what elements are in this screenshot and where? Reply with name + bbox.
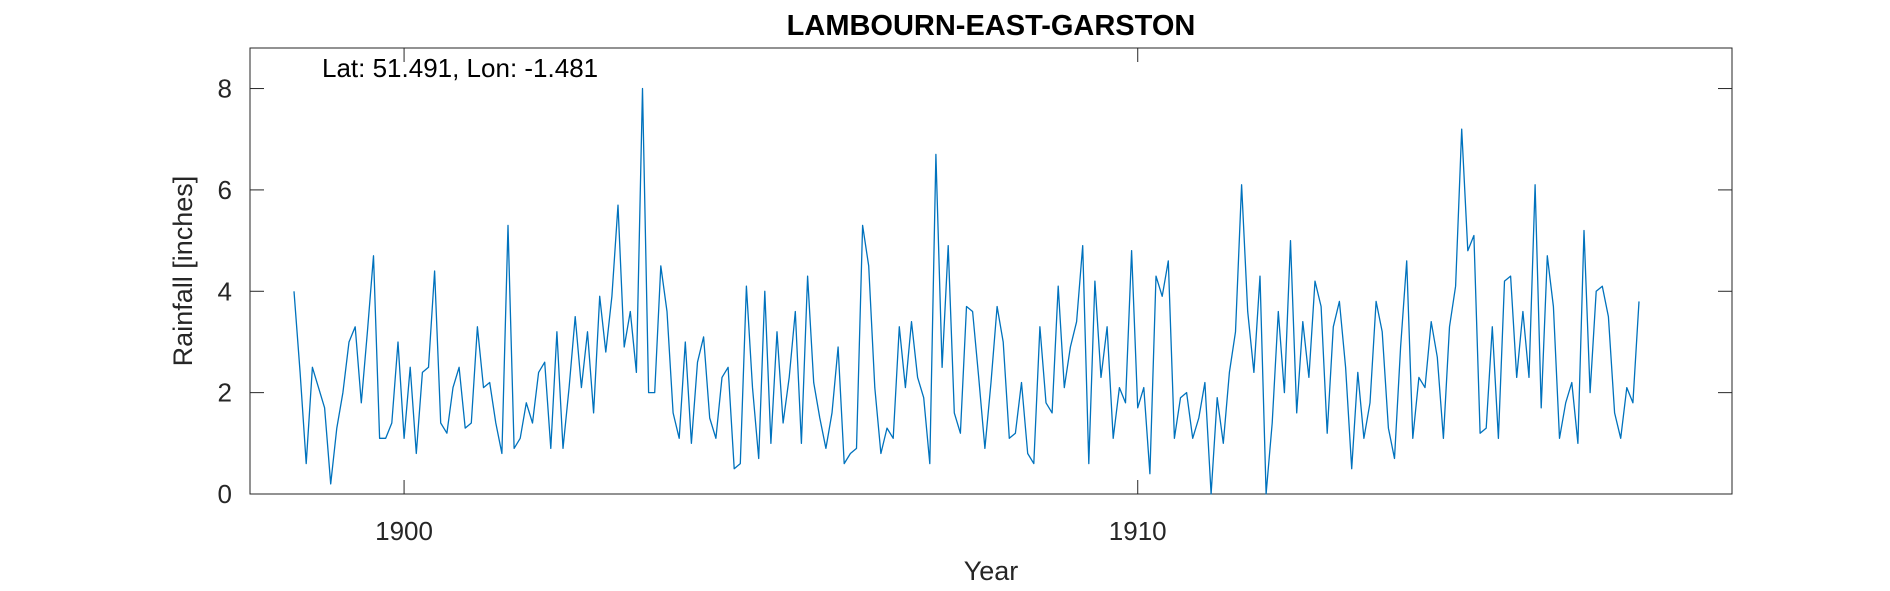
x-axis-label: Year (964, 556, 1019, 586)
location-annotation: Lat: 51.491, Lon: -1.481 (322, 53, 598, 83)
x-tick-label: 1900 (375, 516, 433, 546)
series-line (293, 87, 1640, 495)
y-tick-label: 0 (218, 479, 232, 509)
y-tick-label: 6 (218, 175, 232, 205)
y-tick-label: 2 (218, 378, 232, 408)
y-tick-label: 8 (218, 74, 232, 104)
y-ticks: 0 2 4 6 8 (218, 74, 1732, 509)
x-tick-label: 1910 (1109, 516, 1167, 546)
plot-area (249, 47, 1733, 495)
chart-title: LAMBOURN-EAST-GARSTON (787, 10, 1196, 42)
x-ticks: 1900 1910 (375, 48, 1167, 546)
y-axis-label: Rainfall [inches] (168, 176, 198, 367)
y-tick-label: 4 (218, 276, 232, 306)
